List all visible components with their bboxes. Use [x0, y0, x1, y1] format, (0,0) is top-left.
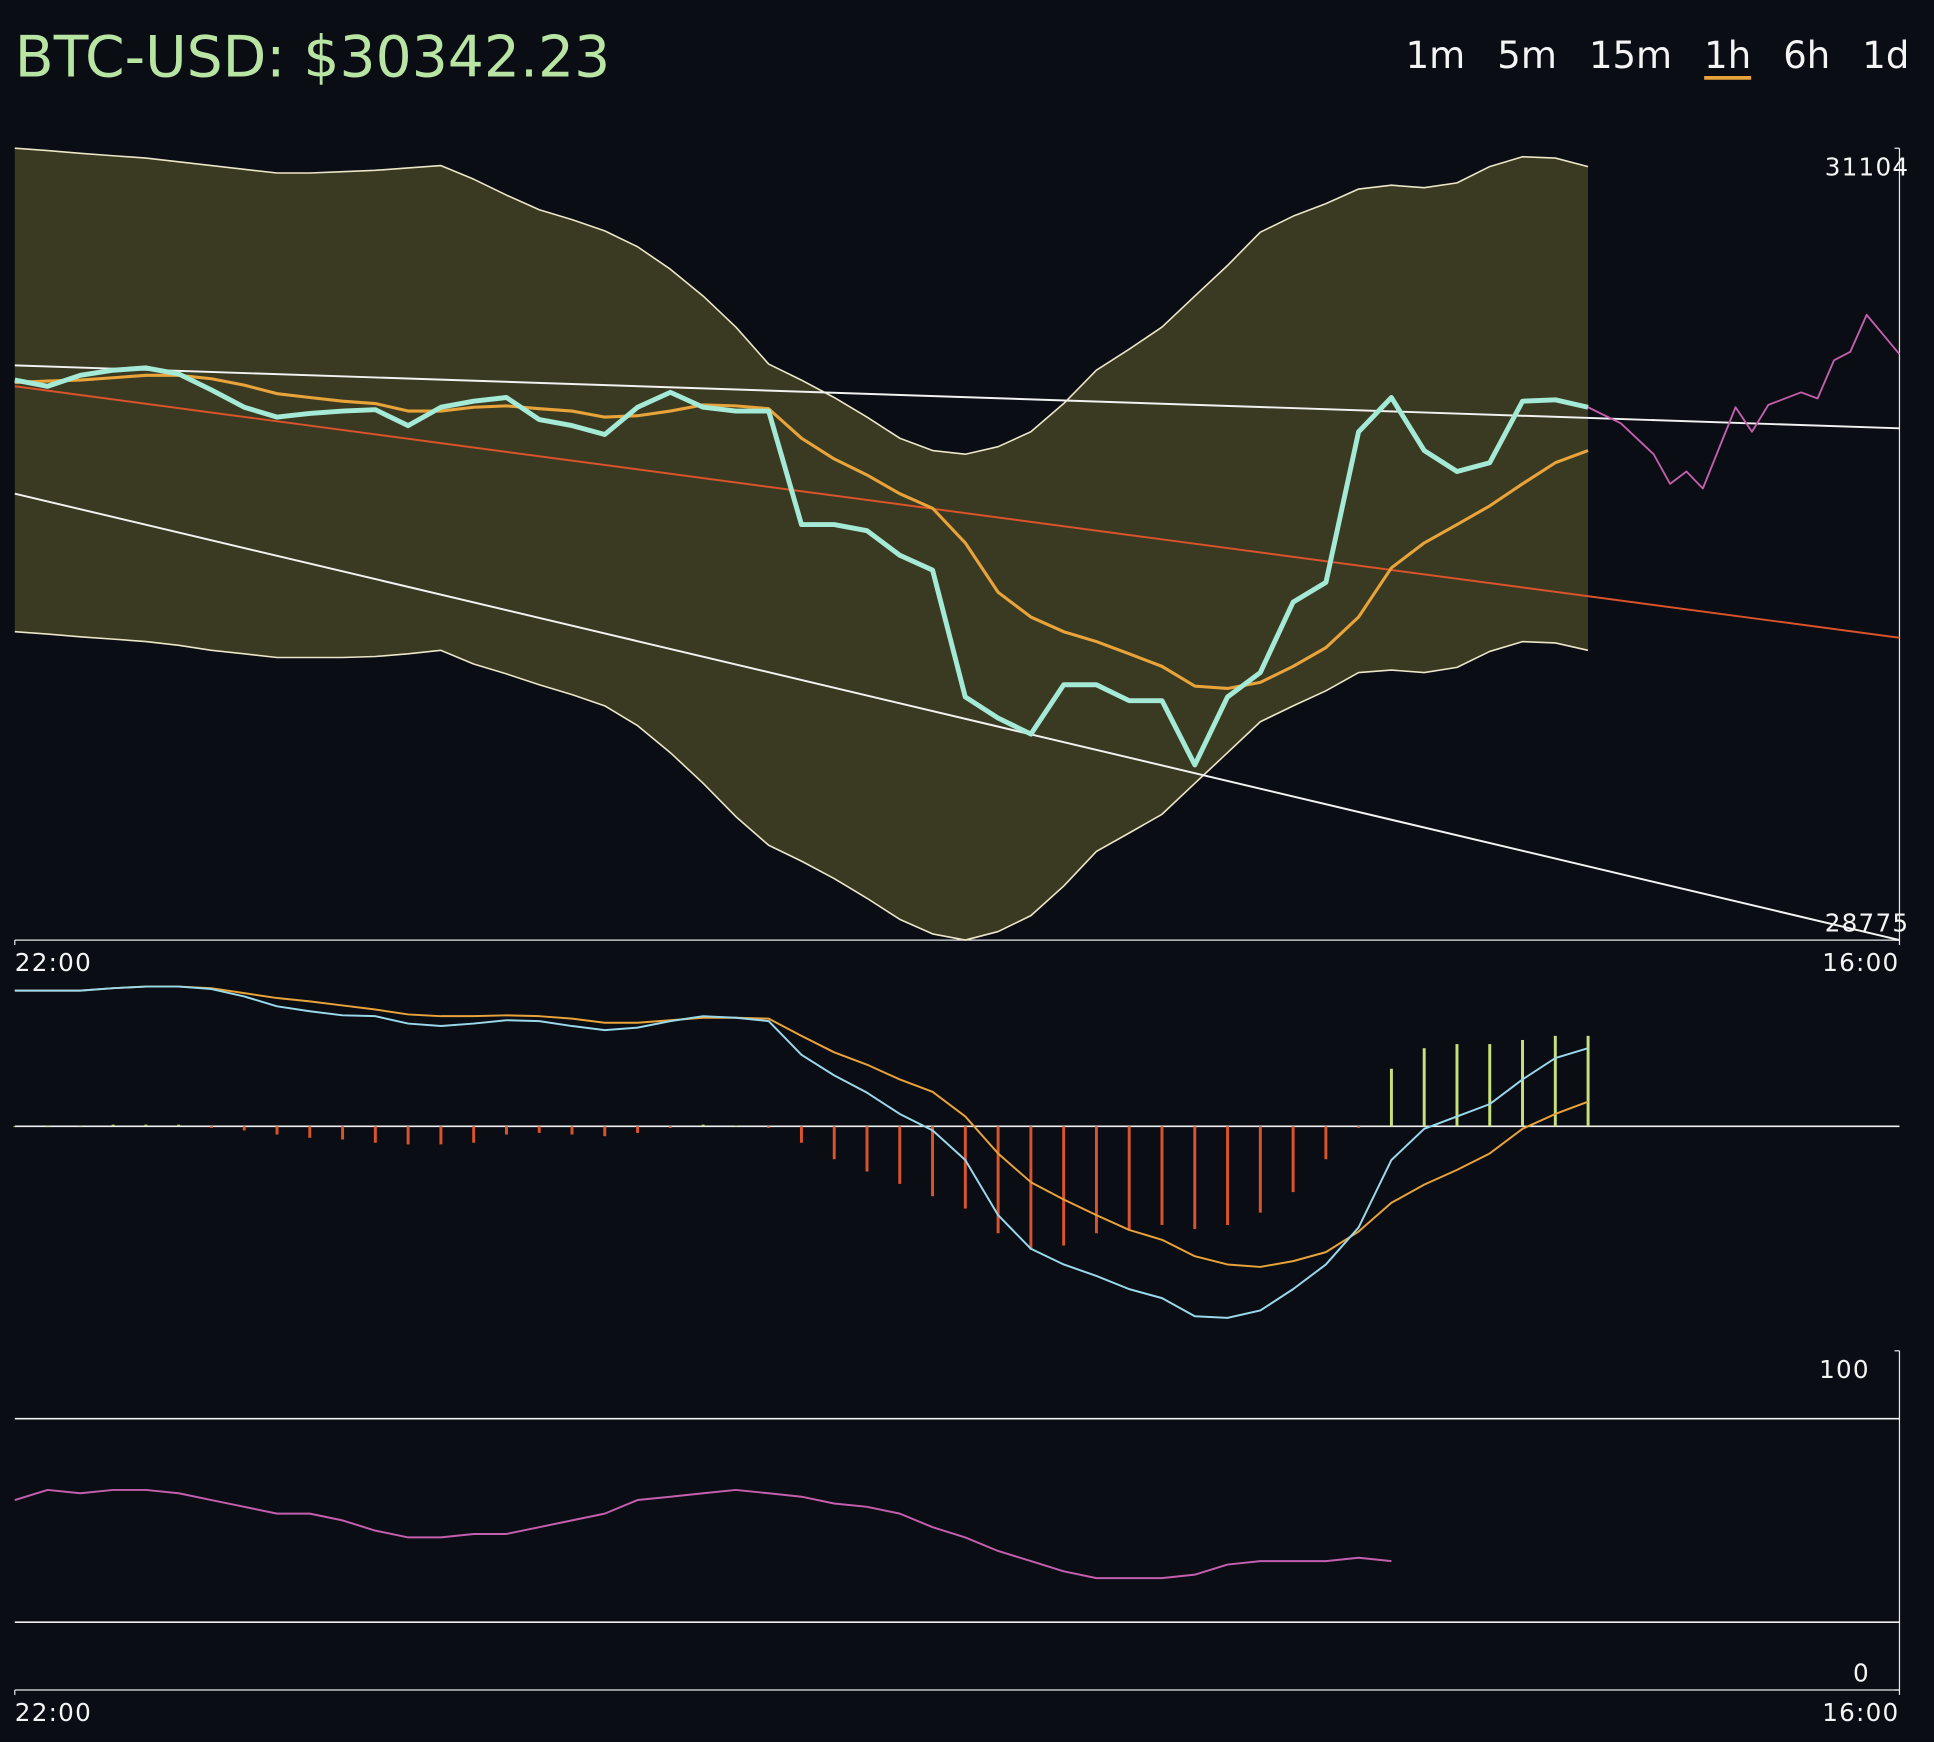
histogram-bar [570, 1126, 574, 1135]
histogram-bar [668, 1126, 672, 1128]
bollinger-band-fill [14, 148, 1589, 941]
ticker-title: BTC-USD: $30342.23 [15, 25, 610, 91]
histogram-bar [963, 1126, 967, 1209]
histogram-bar [1127, 1126, 1131, 1230]
y-tick-label: 0 [1853, 1658, 1870, 1687]
rsi-line [14, 1488, 1392, 1580]
y-tick-label: 100 [1819, 1355, 1870, 1384]
x-tick-label: 16:00 [1822, 1698, 1899, 1727]
histogram-bar [1389, 1068, 1393, 1127]
moving-average-line [14, 373, 1589, 690]
histogram-bar [603, 1126, 607, 1137]
timeframe-button[interactable]: 1d [1862, 34, 1909, 77]
histogram-bar [931, 1126, 935, 1197]
bollinger-lower [14, 630, 1589, 941]
histogram-bar [111, 1124, 115, 1127]
histogram-bar [472, 1126, 476, 1143]
histogram-bar [1488, 1044, 1492, 1127]
histogram-bar [1258, 1126, 1262, 1213]
bollinger-upper [14, 147, 1589, 456]
histogram-bar [406, 1126, 410, 1145]
histogram-bar [209, 1126, 213, 1128]
histogram-bar [1357, 1126, 1361, 1128]
timeframe-button[interactable]: 6h [1783, 34, 1830, 77]
histogram-bar [177, 1124, 181, 1127]
histogram-bar [308, 1126, 312, 1138]
histogram-bar [701, 1124, 705, 1127]
histogram-bar [242, 1126, 246, 1131]
histogram-bar [1291, 1126, 1295, 1193]
y-tick-label: 31104 [1825, 152, 1910, 181]
histogram-bar [144, 1124, 148, 1127]
histogram-bar [734, 1125, 738, 1127]
histogram-bar [1094, 1126, 1098, 1234]
timeframe-button[interactable]: 5m [1497, 34, 1557, 77]
histogram-bar [13, 1126, 17, 1128]
histogram-bar [504, 1126, 508, 1135]
histogram-bar [1029, 1126, 1033, 1250]
histogram-bar [78, 1126, 82, 1128]
histogram-bar [439, 1126, 443, 1145]
signal-line [14, 985, 1589, 1268]
x-tick-label: 16:00 [1822, 948, 1899, 977]
histogram-bar [1586, 1035, 1590, 1127]
histogram-bar [1193, 1126, 1197, 1230]
histogram-bar [341, 1126, 345, 1140]
histogram-bar [1553, 1035, 1557, 1127]
trend-line [14, 385, 1900, 639]
histogram-bar [1455, 1044, 1459, 1127]
x-tick-label: 22:00 [15, 1698, 92, 1727]
histogram-bar [46, 1126, 50, 1128]
histogram-bar [1521, 1039, 1525, 1127]
histogram-bar [865, 1126, 869, 1172]
histogram-bar [1062, 1126, 1066, 1246]
histogram-bar [1324, 1126, 1328, 1160]
histogram-bar [1160, 1126, 1164, 1225]
trend-line [14, 364, 1900, 430]
histogram-bar [537, 1126, 541, 1133]
histogram-bar [1226, 1126, 1230, 1225]
timeframe-button[interactable]: 1h [1704, 34, 1751, 77]
histogram-bar [636, 1126, 640, 1133]
histogram-bar [373, 1126, 377, 1143]
histogram-bar [799, 1126, 803, 1143]
histogram-bar [996, 1126, 1000, 1234]
x-tick-label: 22:00 [15, 948, 92, 977]
histogram-bar [898, 1126, 902, 1184]
histogram-bar [767, 1126, 771, 1128]
histogram-bar [275, 1126, 279, 1135]
trend-line [14, 492, 1900, 942]
histogram-bar [1422, 1048, 1426, 1127]
histogram-bar [832, 1126, 836, 1160]
timeframe-button[interactable]: 1m [1406, 34, 1466, 77]
price-line [14, 365, 1589, 768]
timeframe-button[interactable]: 15m [1589, 34, 1672, 77]
macd-line [14, 985, 1589, 1319]
forecast-line [1587, 313, 1901, 490]
